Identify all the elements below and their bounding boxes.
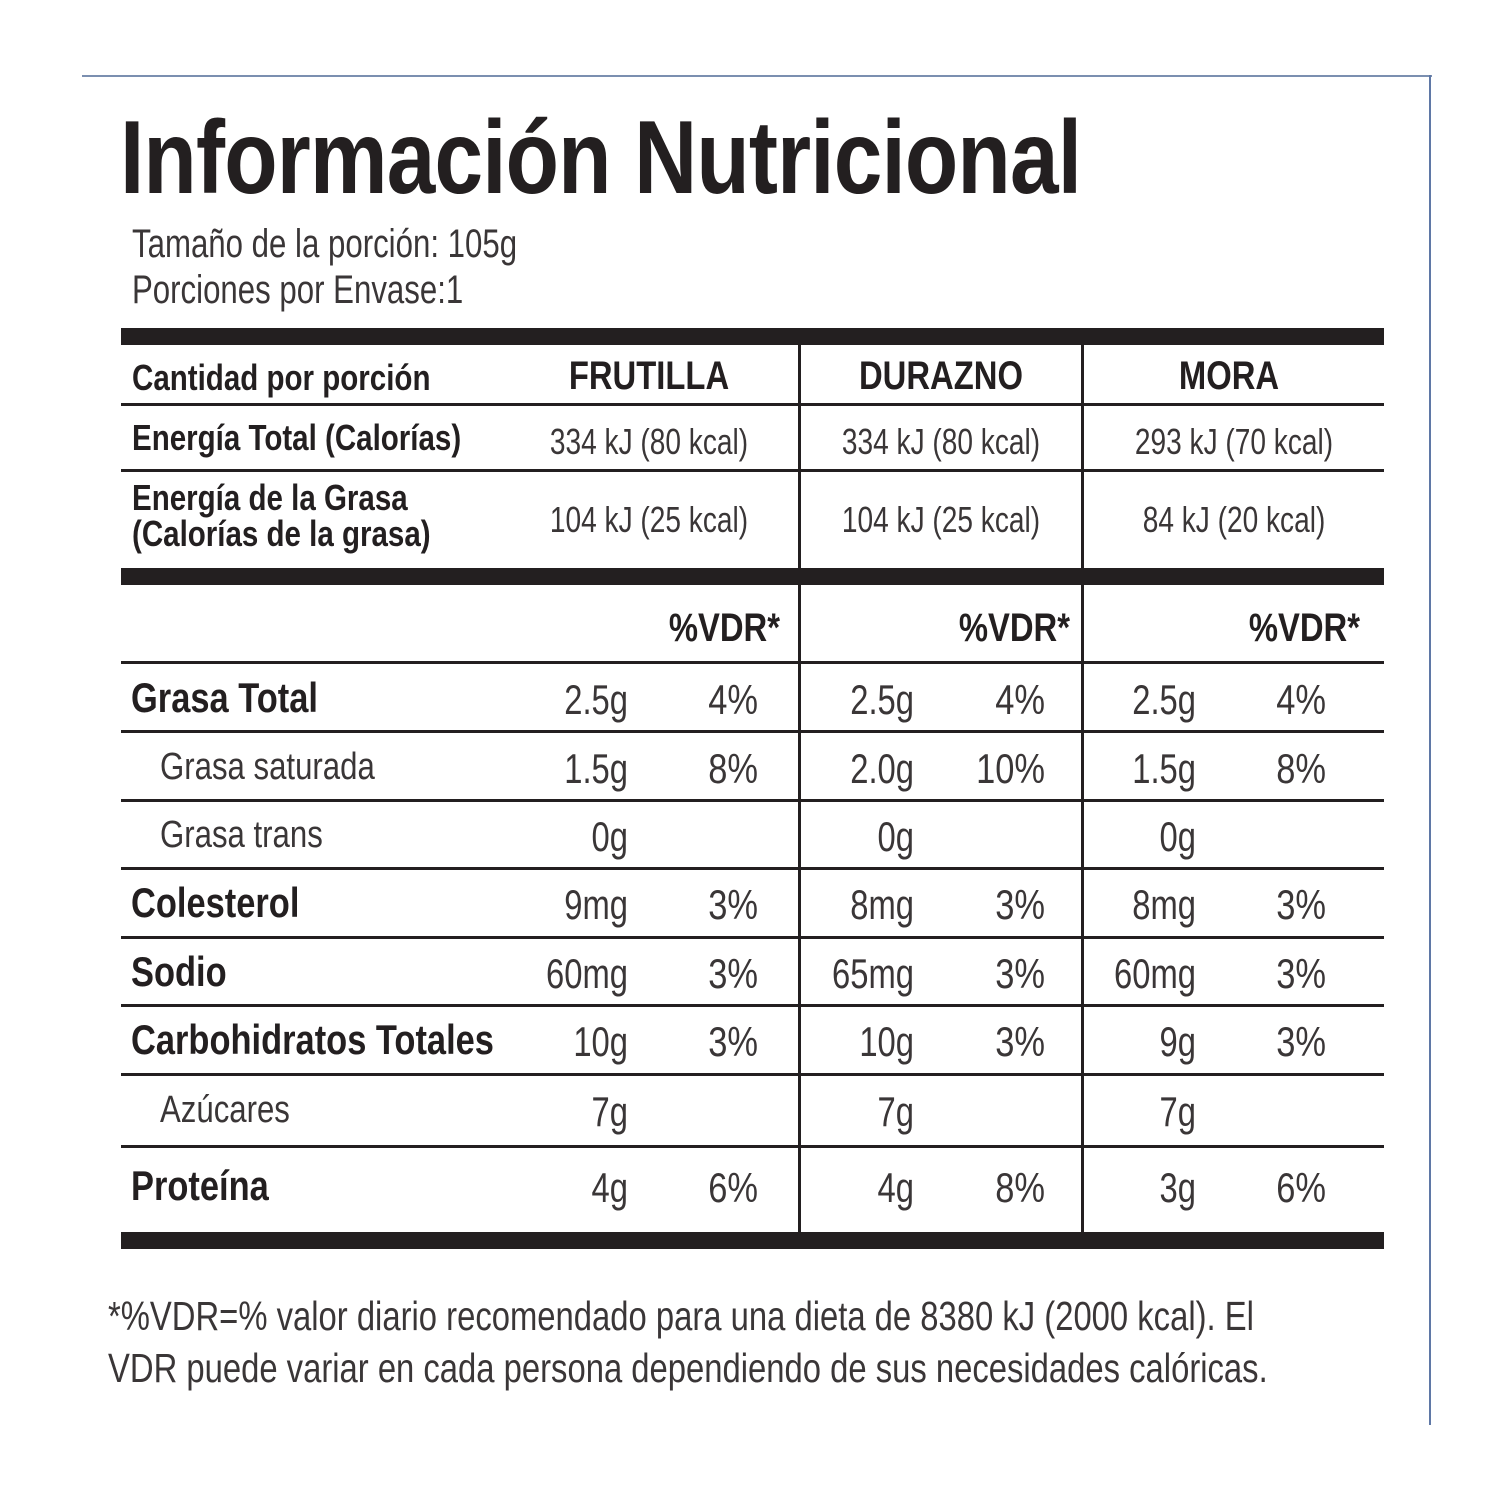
nutrient-amount: 65mg [832, 950, 914, 997]
nutrient-amount: 2.5g [564, 676, 628, 723]
nutrient-label: Carbohidratos Totales [131, 1016, 494, 1063]
nutrient-amount: 3g [1159, 1164, 1196, 1211]
nutrient-vdr-percent: 4% [1276, 676, 1326, 723]
vdr-header: %VDR* [668, 606, 780, 650]
nutrient-amount: 7g [591, 1088, 628, 1135]
nutrient-amount: 7g [877, 1088, 914, 1135]
amount-per-serving-label: Cantidad por porción [132, 357, 431, 398]
energy-total-value: 293 kJ (70 kcal) [1134, 421, 1334, 462]
flavor-header-mora: MORA [1178, 354, 1280, 398]
nutrient-vdr-percent: 3% [708, 881, 758, 928]
nutrient-vdr-percent: 3% [995, 881, 1045, 928]
rule-row [121, 1073, 1384, 1076]
nutrient-vdr-percent: 8% [1276, 745, 1326, 792]
nutrient-vdr-percent: 3% [1276, 881, 1326, 928]
rule-thick-mid [121, 568, 1384, 585]
energy-total-label: Energía Total (Calorías) [132, 417, 462, 458]
nutrient-vdr-percent: 8% [995, 1164, 1045, 1211]
nutrient-amount: 8mg [1132, 881, 1196, 928]
nutrient-amount: 2.0g [850, 745, 914, 792]
energy-fat-label-line2: (Calorías de la grasa) [132, 513, 431, 554]
nutrient-amount: 9g [1159, 1018, 1196, 1065]
nutrient-amount: 2.5g [850, 676, 914, 723]
nutrient-amount: 0g [877, 813, 914, 860]
nutrient-vdr-percent: 4% [995, 676, 1045, 723]
energy-fat-value: 104 kJ (25 kcal) [841, 499, 1041, 540]
flavor-header-frutilla: FRUTILLA [568, 354, 730, 398]
nutrient-vdr-percent: 8% [708, 745, 758, 792]
nutrient-label: Sodio [131, 948, 227, 995]
nutrient-vdr-percent: 3% [1276, 950, 1326, 997]
vdr-header: %VDR* [1248, 606, 1360, 650]
nutrient-amount: 7g [1159, 1088, 1196, 1135]
nutrient-vdr-percent: 4% [708, 676, 758, 723]
rule-energy-1 [121, 469, 1384, 472]
nutrient-amount: 10g [573, 1018, 628, 1065]
nutrient-amount: 4g [591, 1164, 628, 1211]
nutrient-vdr-percent: 10% [976, 745, 1045, 792]
nutrient-amount: 2.5g [1132, 676, 1196, 723]
nutrient-amount: 0g [591, 813, 628, 860]
energy-total-value: 334 kJ (80 kcal) [549, 421, 749, 462]
serving-size: Tamaño de la porción: 105g [132, 222, 518, 266]
energy-fat-value: 104 kJ (25 kcal) [549, 499, 749, 540]
nutrient-amount: 1.5g [564, 745, 628, 792]
nutrient-vdr-percent: 6% [708, 1164, 758, 1211]
nutrient-label: Grasa trans [160, 814, 323, 856]
rule-vdr-header [121, 661, 1384, 664]
nutrient-amount: 9mg [564, 881, 628, 928]
vdr-header: %VDR* [958, 606, 1070, 650]
nutrient-amount: 0g [1159, 813, 1196, 860]
column-divider-2 [1081, 585, 1084, 1232]
nutrient-label: Colesterol [131, 879, 300, 926]
nutrient-label: Proteína [131, 1162, 269, 1209]
column-divider-2 [1081, 345, 1084, 568]
nutrient-amount: 1.5g [1132, 745, 1196, 792]
rule-thick-top [121, 328, 1384, 345]
energy-fat-label-line1: Energía de la Grasa [132, 477, 408, 518]
nutrient-amount: 60mg [546, 950, 628, 997]
energy-fat-value: 84 kJ (20 kcal) [1142, 499, 1326, 540]
nutrient-label: Grasa Total [131, 674, 318, 721]
label-title: Información Nutricional [120, 100, 1082, 216]
rule-thick-bottom [121, 1232, 1384, 1249]
nutrient-vdr-percent: 3% [995, 1018, 1045, 1065]
servings-per-container: Porciones por Envase:1 [132, 268, 464, 312]
nutrient-label: Grasa saturada [160, 746, 375, 788]
footnote: *%VDR=% valor diario recomendado para un… [108, 1290, 1388, 1394]
rule-row [121, 1145, 1384, 1148]
nutrient-vdr-percent: 3% [708, 1018, 758, 1065]
rule-header-bottom [121, 403, 1384, 406]
rule-row [121, 799, 1384, 802]
nutrient-vdr-percent: 3% [1276, 1018, 1326, 1065]
frame-top-border [82, 75, 1432, 77]
nutrient-amount: 8mg [850, 881, 914, 928]
column-divider-1 [798, 345, 801, 568]
footnote-line-2: VDR puede variar en cada persona dependi… [108, 1345, 1268, 1391]
energy-total-value: 334 kJ (80 kcal) [841, 421, 1041, 462]
footnote-line-1: *%VDR=% valor diario recomendado para un… [108, 1293, 1254, 1339]
frame-right-border [1429, 75, 1431, 1425]
rule-row [121, 730, 1384, 733]
rule-row [121, 1004, 1384, 1007]
flavor-header-durazno: DURAZNO [859, 354, 1023, 398]
nutrient-vdr-percent: 6% [1276, 1164, 1326, 1211]
column-divider-1 [798, 585, 801, 1232]
rule-row [121, 867, 1384, 870]
nutrient-vdr-percent: 3% [995, 950, 1045, 997]
nutrient-label: Azúcares [160, 1089, 290, 1131]
nutrient-amount: 4g [877, 1164, 914, 1211]
rule-row [121, 936, 1384, 939]
nutrient-amount: 60mg [1114, 950, 1196, 997]
nutrient-vdr-percent: 3% [708, 950, 758, 997]
nutrient-amount: 10g [859, 1018, 914, 1065]
